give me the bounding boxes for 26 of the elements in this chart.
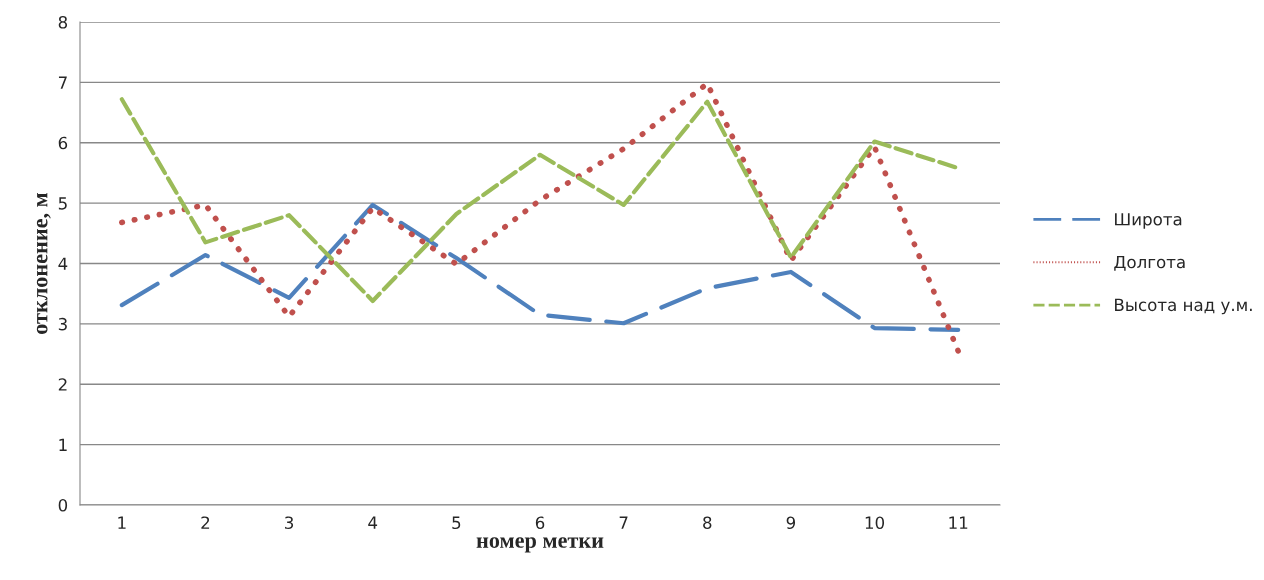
y-tick-label: 4	[58, 257, 68, 270]
y-tick-label: 8	[58, 15, 68, 29]
y-tick-label: 5	[58, 197, 67, 210]
y-tick-label: 1	[59, 438, 67, 451]
y-tick-label: 0	[58, 498, 68, 512]
x-tick-label: 11	[949, 516, 968, 529]
x-tick-label: 9	[786, 516, 796, 530]
y-tick-label: 6	[58, 136, 68, 150]
legend-label: Широта	[1115, 213, 1182, 229]
x-tick-label: 8	[703, 516, 712, 530]
y-tick-label: 2	[58, 378, 67, 391]
line-series	[119, 202, 961, 332]
legend-label: Высота над у.м.	[1115, 298, 1252, 315]
x-axis-title: номер метки	[476, 537, 604, 553]
x-tick-label: 7	[619, 516, 628, 529]
x-tick-label: 10	[865, 516, 885, 530]
x-tick-label: 4	[368, 516, 378, 529]
x-tick-label: 3	[285, 516, 294, 530]
x-tick-label: 5	[452, 516, 461, 530]
legend-label: Долгота	[1114, 255, 1185, 271]
x-tick-label: 1	[118, 516, 126, 529]
x-tick-label: 2	[201, 516, 210, 529]
y-tick-label: 3	[58, 317, 67, 331]
y-tick-label: 7	[58, 76, 67, 89]
y-axis-title: отклонение, м	[36, 192, 51, 334]
x-tick-label: 6	[535, 516, 545, 530]
